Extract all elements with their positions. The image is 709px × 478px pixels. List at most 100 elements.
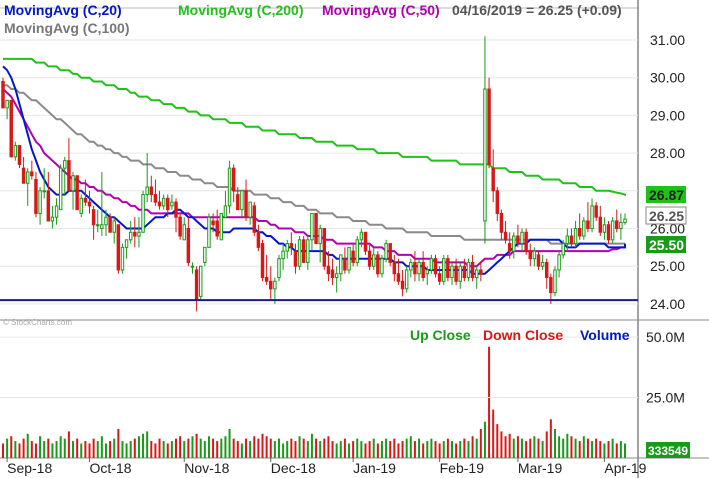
volume-bar	[430, 438, 433, 458]
candle	[582, 217, 586, 240]
volume-bar	[360, 441, 363, 458]
volume-bar	[224, 436, 227, 458]
candle-body	[524, 231, 528, 252]
candle	[240, 190, 244, 218]
candle-body	[507, 243, 512, 252]
candle	[417, 258, 421, 282]
candle	[322, 228, 327, 270]
candle	[194, 266, 199, 312]
candle	[50, 205, 55, 229]
candle-body	[141, 194, 145, 233]
candle-body	[170, 201, 174, 207]
volume-bar	[401, 441, 404, 458]
candle	[495, 187, 500, 221]
close-price-tag: 26.25	[649, 208, 684, 224]
volume-bar	[109, 441, 112, 458]
volume-bar	[261, 433, 264, 458]
volume-bar	[467, 441, 470, 458]
candle-body	[520, 231, 524, 245]
candle	[326, 251, 331, 282]
volume-bar	[207, 436, 210, 458]
volume-tick-label: 50.0M	[646, 329, 685, 345]
volume-bar	[129, 441, 132, 458]
volume-bar	[236, 441, 239, 458]
candle-body	[549, 277, 553, 294]
volume-bar	[380, 441, 383, 458]
volume-bar	[18, 443, 21, 458]
volume-bar	[607, 441, 610, 458]
candle	[594, 202, 598, 221]
candle	[557, 251, 561, 278]
candle	[75, 175, 79, 211]
candle	[178, 213, 182, 240]
candle	[623, 213, 627, 225]
candle-body	[79, 197, 83, 214]
candle	[248, 201, 252, 225]
volume-bar	[199, 438, 202, 458]
candle-body	[203, 246, 207, 263]
candle	[256, 224, 261, 252]
volume-bar	[450, 441, 453, 458]
volume-bar	[273, 441, 276, 458]
candle-body	[351, 250, 355, 263]
volume-bars	[2, 346, 626, 458]
volume-bar	[537, 438, 540, 458]
candle	[67, 138, 71, 192]
candle	[363, 231, 368, 255]
candle	[301, 236, 306, 263]
candle-body	[310, 212, 314, 241]
candle	[231, 164, 236, 203]
volume-bar	[389, 441, 392, 458]
candle	[334, 266, 339, 293]
candle-body	[569, 235, 574, 245]
candle-body	[17, 145, 22, 165]
candle	[577, 213, 582, 240]
volume-bar	[529, 438, 532, 458]
candle-body	[553, 269, 557, 294]
volume-bar	[611, 438, 614, 458]
volume-bar	[212, 438, 215, 458]
candle-body	[46, 190, 51, 222]
volume-bar	[286, 441, 289, 458]
candle	[359, 228, 364, 248]
candle	[1, 77, 5, 109]
volume-bar	[582, 436, 585, 458]
candle	[429, 254, 434, 274]
candle-body	[264, 277, 269, 282]
candle	[96, 209, 100, 233]
volume-bar	[533, 436, 536, 458]
volume-bar	[393, 438, 396, 458]
candle	[512, 232, 516, 259]
candle	[549, 273, 553, 304]
volume-bar	[216, 441, 219, 458]
volume-bar	[100, 436, 103, 458]
volume-bar	[245, 438, 248, 458]
candle-body	[63, 160, 67, 169]
volume-bar	[488, 346, 491, 458]
x-axis-label: Dec-18	[271, 460, 316, 476]
volume-bar	[599, 441, 602, 458]
volume-tick-label: 25.0M	[646, 390, 685, 406]
candle-body	[306, 239, 310, 263]
candle-body	[71, 175, 75, 192]
volume-bar	[113, 438, 116, 458]
candle-body	[252, 205, 256, 233]
volume-bar	[34, 443, 37, 458]
candle	[83, 179, 88, 206]
candle	[264, 254, 269, 286]
candle	[54, 198, 59, 225]
candle	[203, 246, 207, 267]
candle-body	[429, 258, 434, 271]
candle	[269, 266, 273, 301]
candle-body	[227, 167, 232, 207]
candle-body	[190, 265, 195, 268]
candle-body	[557, 254, 561, 271]
quote-readout: 04/16/2019 = 26.25 (+0.09)	[452, 2, 622, 18]
candle	[413, 251, 417, 282]
volume-bar	[63, 438, 66, 458]
candle-body	[198, 265, 203, 297]
volume-bar	[150, 441, 153, 458]
candle	[536, 251, 541, 270]
